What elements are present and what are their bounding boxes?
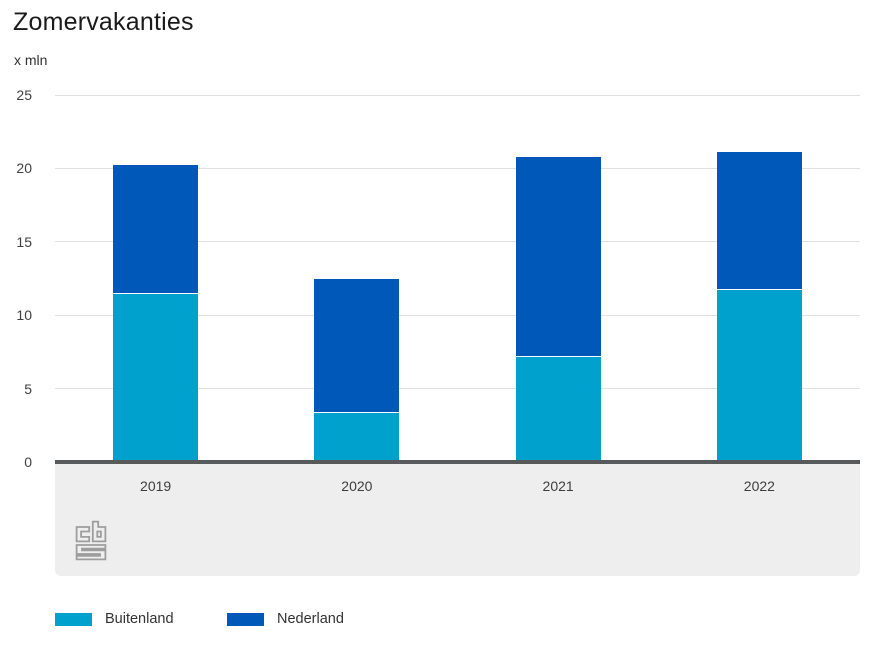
cbs-logo-letter-s: [75, 544, 107, 561]
chart-title: Zomervakanties: [13, 8, 194, 36]
gridline-20: [55, 167, 860, 169]
legend-swatch-buitenland: [55, 612, 92, 626]
gridline-15: [55, 241, 860, 243]
y-tick-label-25: 25: [16, 87, 32, 103]
bar-segment-divider-2020: [314, 411, 400, 414]
bar-segment-2022-buitenland[interactable]: [716, 288, 802, 462]
y-tick-label-10: 10: [16, 307, 32, 324]
x-axis-line: [55, 460, 860, 464]
legend-swatch-nederland: [227, 612, 264, 626]
bar-segment-divider-2022: [716, 287, 802, 290]
x-axis-band: [55, 464, 860, 576]
bar-segment-2021-nederland[interactable]: [515, 156, 601, 357]
bar-segment-2020-nederland[interactable]: [314, 278, 400, 413]
y-tick-label-5: 5: [24, 380, 32, 397]
x-tick-label-2022: 2022: [743, 478, 775, 494]
y-tick-label-15: 15: [16, 233, 32, 250]
x-tick-label-2019: 2019: [140, 478, 172, 494]
legend-label-buitenland: Buitenland: [105, 611, 174, 627]
legend-item-buitenland[interactable]: Buitenland: [55, 610, 174, 628]
x-tick-label-2021: 2021: [542, 478, 574, 494]
bar-segment-2022-nederland[interactable]: [716, 152, 802, 289]
cbs-logo-letter-b-counter: [96, 530, 102, 538]
legend: Buitenland Nederland: [0, 610, 874, 630]
legend-item-nederland[interactable]: Nederland: [227, 610, 344, 628]
legend-label-nederland: Nederland: [277, 611, 344, 627]
gridline-10: [55, 314, 860, 316]
gridline-5: [55, 388, 860, 390]
cbs-logo: [75, 520, 107, 561]
bar-segment-2019-buitenland[interactable]: [113, 293, 199, 462]
gridline-25: [55, 94, 860, 96]
x-tick-label-2020: 2020: [341, 478, 373, 494]
y-tick-label-20: 20: [16, 160, 32, 177]
bar-segment-divider-2021: [515, 355, 601, 358]
bar-segment-2020-buitenland[interactable]: [314, 412, 400, 462]
bar-segment-divider-2019: [113, 292, 199, 295]
bar-segment-2019-nederland[interactable]: [113, 165, 199, 294]
cbs-logo-letter-c: [75, 526, 91, 543]
bar-segment-2021-buitenland[interactable]: [515, 356, 601, 462]
y-axis-unit-label: x mln: [14, 52, 48, 68]
cbs-logo-letter-b: [91, 520, 107, 543]
y-tick-label-0: 0: [24, 454, 32, 470]
